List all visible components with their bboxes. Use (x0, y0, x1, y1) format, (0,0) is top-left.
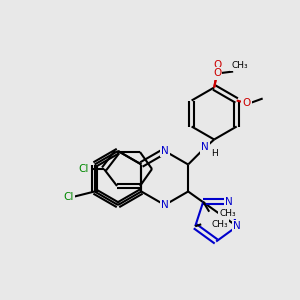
Text: CH₃: CH₃ (219, 209, 236, 218)
Text: O: O (242, 98, 251, 107)
Text: Cl: Cl (79, 164, 89, 174)
Text: N: N (161, 200, 169, 210)
Text: O: O (213, 61, 221, 70)
Text: Cl: Cl (63, 191, 74, 202)
Text: CH₃: CH₃ (231, 61, 248, 70)
Text: CH₃: CH₃ (211, 220, 228, 229)
Text: N: N (201, 142, 209, 152)
Text: H: H (211, 149, 217, 158)
Text: N: N (161, 146, 169, 156)
Text: N: N (225, 197, 233, 207)
Text: N: N (233, 221, 241, 231)
Text: O: O (213, 68, 221, 79)
